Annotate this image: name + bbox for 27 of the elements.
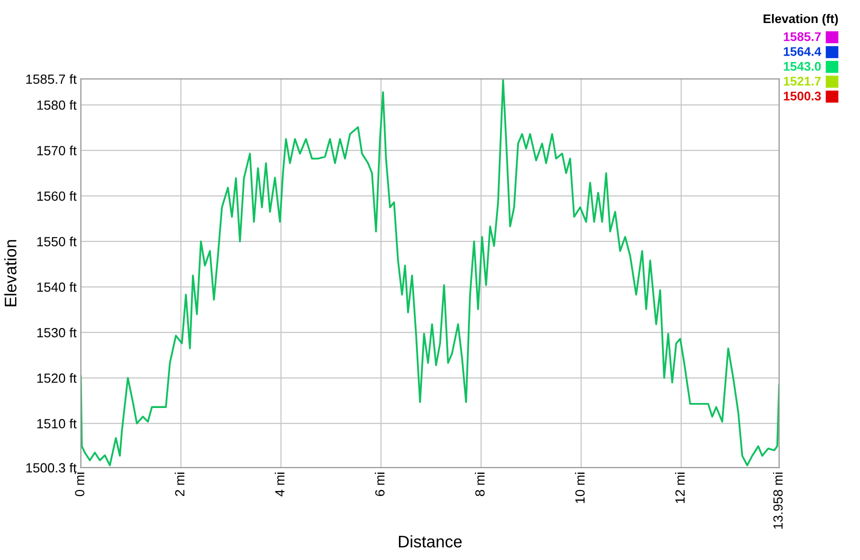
y-tick-label: 1500.3 ft bbox=[26, 462, 77, 473]
y-axis-title: Elevation bbox=[4, 240, 16, 306]
x-tick-label: 6 mi bbox=[374, 472, 385, 496]
color-bar-label: 1500.3 bbox=[784, 92, 821, 100]
color-bar-title: Elevation (ft) bbox=[764, 14, 838, 26]
x-tick-label: 2 mi bbox=[174, 472, 184, 496]
color-bar-label: 1521.7 bbox=[784, 76, 821, 86]
x-axis-title: Distance bbox=[398, 535, 462, 548]
y-tick-label: 1570 ft bbox=[37, 146, 77, 156]
color-bar-label: 1543.0 bbox=[784, 62, 821, 71]
y-tick-label: 1580 ft bbox=[37, 100, 77, 110]
y-tick-label: 1520 ft bbox=[37, 373, 77, 383]
x-tick-label: 12 mi bbox=[675, 472, 685, 504]
x-tick-label: 4 mi bbox=[274, 472, 284, 496]
y-tick-label: 1550 ft bbox=[37, 236, 77, 246]
color-bar-label: 1585.7 bbox=[784, 32, 821, 42]
x-tick-label: 13.958 mi bbox=[773, 472, 783, 529]
x-tick-label: 8 mi bbox=[474, 472, 485, 496]
y-tick-label: 1540 ft bbox=[37, 282, 77, 292]
y-tick-label: 1585.7 ft bbox=[26, 74, 77, 84]
y-tick-label: 1510 ft bbox=[37, 418, 77, 428]
line-series bbox=[80, 79, 780, 466]
color-bar-label: 1564.4 bbox=[784, 47, 822, 56]
y-tick-label: 1530 ft bbox=[37, 328, 77, 338]
y-tick-label: 1560 ft bbox=[37, 191, 77, 201]
x-tick-label: 10 mi bbox=[574, 472, 585, 504]
x-tick-label: 0 mi bbox=[74, 472, 84, 496]
